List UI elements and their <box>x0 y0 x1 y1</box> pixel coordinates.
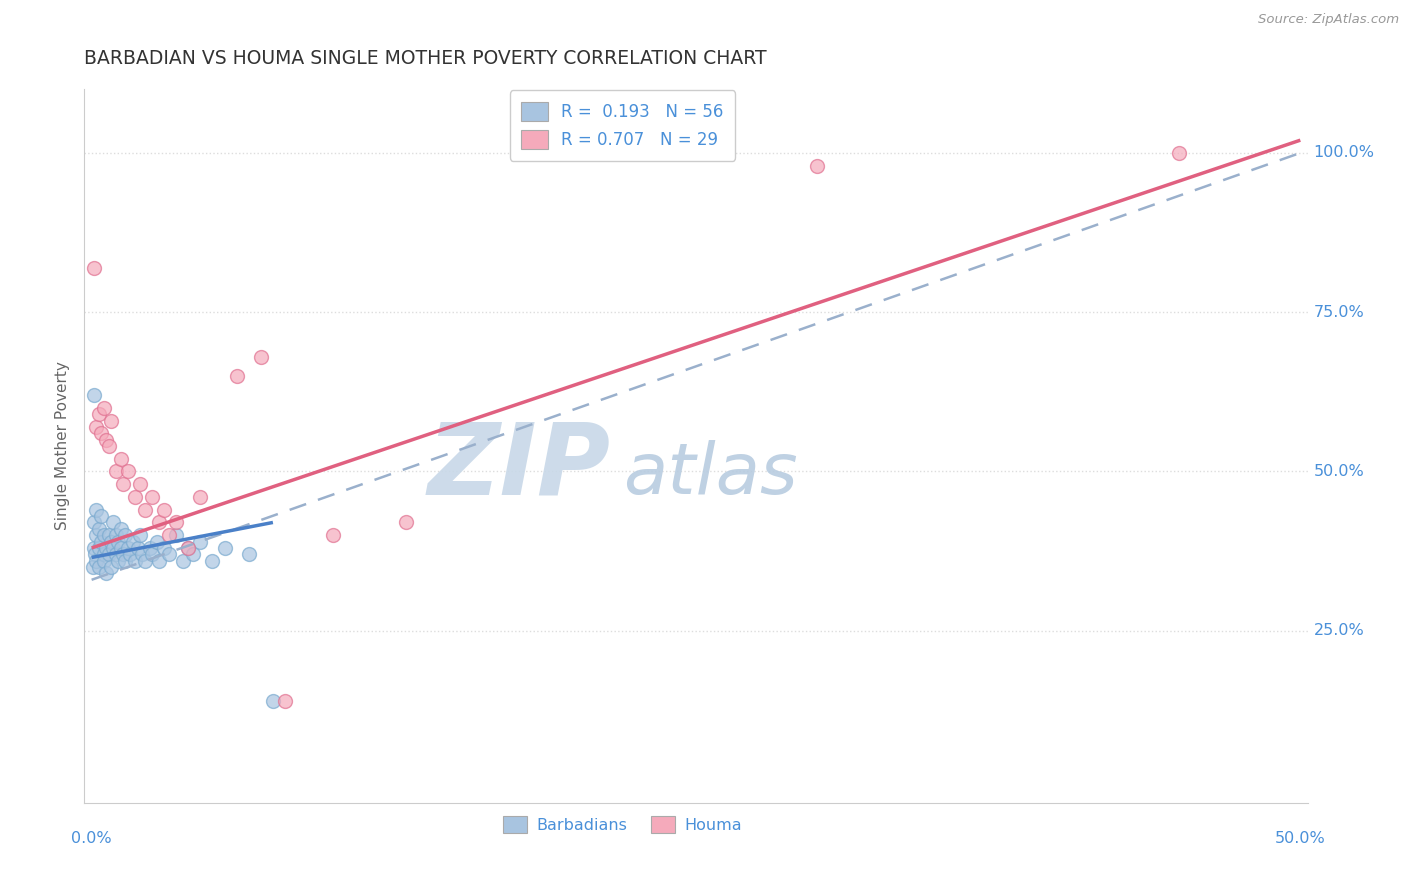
Point <box>87 522 110 536</box>
Point <box>117 541 139 555</box>
Point <box>107 534 129 549</box>
Point <box>138 541 160 555</box>
Text: BARBADIAN VS HOUMA SINGLE MOTHER POVERTY CORRELATION CHART: BARBADIAN VS HOUMA SINGLE MOTHER POVERTY… <box>84 49 768 68</box>
Point <box>93 547 115 561</box>
Point <box>94 541 117 555</box>
Point <box>84 547 107 561</box>
Point <box>107 554 129 568</box>
Point <box>83 260 105 275</box>
Text: 100.0%: 100.0% <box>1313 145 1375 161</box>
Point <box>97 547 120 561</box>
Point <box>153 502 176 516</box>
Point <box>104 465 127 479</box>
Legend: Barbadians, Houma: Barbadians, Houma <box>495 808 751 841</box>
Point <box>97 528 120 542</box>
Point <box>103 516 125 530</box>
Point <box>214 541 236 555</box>
Point <box>86 420 108 434</box>
Point <box>157 528 180 542</box>
Point <box>225 368 247 383</box>
Point <box>94 433 117 447</box>
Point <box>93 401 115 415</box>
Point <box>141 490 163 504</box>
Point <box>806 159 828 173</box>
Text: ZIP: ZIP <box>427 419 610 516</box>
Point <box>110 522 132 536</box>
Point <box>250 350 273 364</box>
Point <box>141 547 163 561</box>
Point <box>181 547 204 561</box>
Text: 50.0%: 50.0% <box>1275 831 1326 847</box>
Point <box>127 541 149 555</box>
Point <box>274 694 297 708</box>
Point <box>190 490 212 504</box>
Point <box>120 547 142 561</box>
Point <box>177 541 200 555</box>
Point <box>114 528 136 542</box>
Point <box>165 528 187 542</box>
Point <box>134 502 156 516</box>
Point <box>117 465 139 479</box>
Point <box>104 547 127 561</box>
Point <box>121 534 143 549</box>
Point <box>322 528 344 542</box>
Point <box>90 509 112 524</box>
Text: Source: ZipAtlas.com: Source: ZipAtlas.com <box>1258 13 1399 27</box>
Text: atlas: atlas <box>623 440 797 509</box>
Point <box>100 413 122 427</box>
Point <box>94 566 117 581</box>
Point <box>86 554 108 568</box>
Point <box>157 547 180 561</box>
Point <box>131 547 153 561</box>
Point <box>165 516 187 530</box>
Point <box>395 516 418 530</box>
Point <box>238 547 260 561</box>
Point <box>153 541 176 555</box>
Point <box>110 541 132 555</box>
Point <box>82 560 104 574</box>
Point <box>97 439 120 453</box>
Point <box>86 502 108 516</box>
Point <box>87 560 110 574</box>
Point <box>146 534 169 549</box>
Point <box>134 554 156 568</box>
Point <box>100 560 122 574</box>
Point <box>148 516 170 530</box>
Point <box>112 477 135 491</box>
Point <box>124 490 146 504</box>
Y-axis label: Single Mother Poverty: Single Mother Poverty <box>55 361 70 531</box>
Point <box>83 516 105 530</box>
Point <box>87 541 110 555</box>
Text: 25.0%: 25.0% <box>1313 624 1364 639</box>
Point <box>110 451 132 466</box>
Point <box>90 534 112 549</box>
Text: 0.0%: 0.0% <box>72 831 112 847</box>
Point <box>93 554 115 568</box>
Point <box>103 541 125 555</box>
Text: 75.0%: 75.0% <box>1313 305 1364 319</box>
Point <box>190 534 212 549</box>
Point <box>114 554 136 568</box>
Text: 50.0%: 50.0% <box>1313 464 1364 479</box>
Point <box>1168 145 1191 160</box>
Point <box>86 528 108 542</box>
Point <box>201 554 224 568</box>
Point <box>124 554 146 568</box>
Point <box>177 541 200 555</box>
Point <box>112 547 135 561</box>
Point <box>262 694 284 708</box>
Point <box>87 407 110 421</box>
Point <box>172 554 194 568</box>
Point <box>83 541 105 555</box>
Point <box>90 426 112 441</box>
Point <box>104 528 127 542</box>
Point <box>129 528 152 542</box>
Point <box>129 477 152 491</box>
Point <box>100 534 122 549</box>
Point <box>83 388 105 402</box>
Point <box>93 528 115 542</box>
Point <box>148 554 170 568</box>
